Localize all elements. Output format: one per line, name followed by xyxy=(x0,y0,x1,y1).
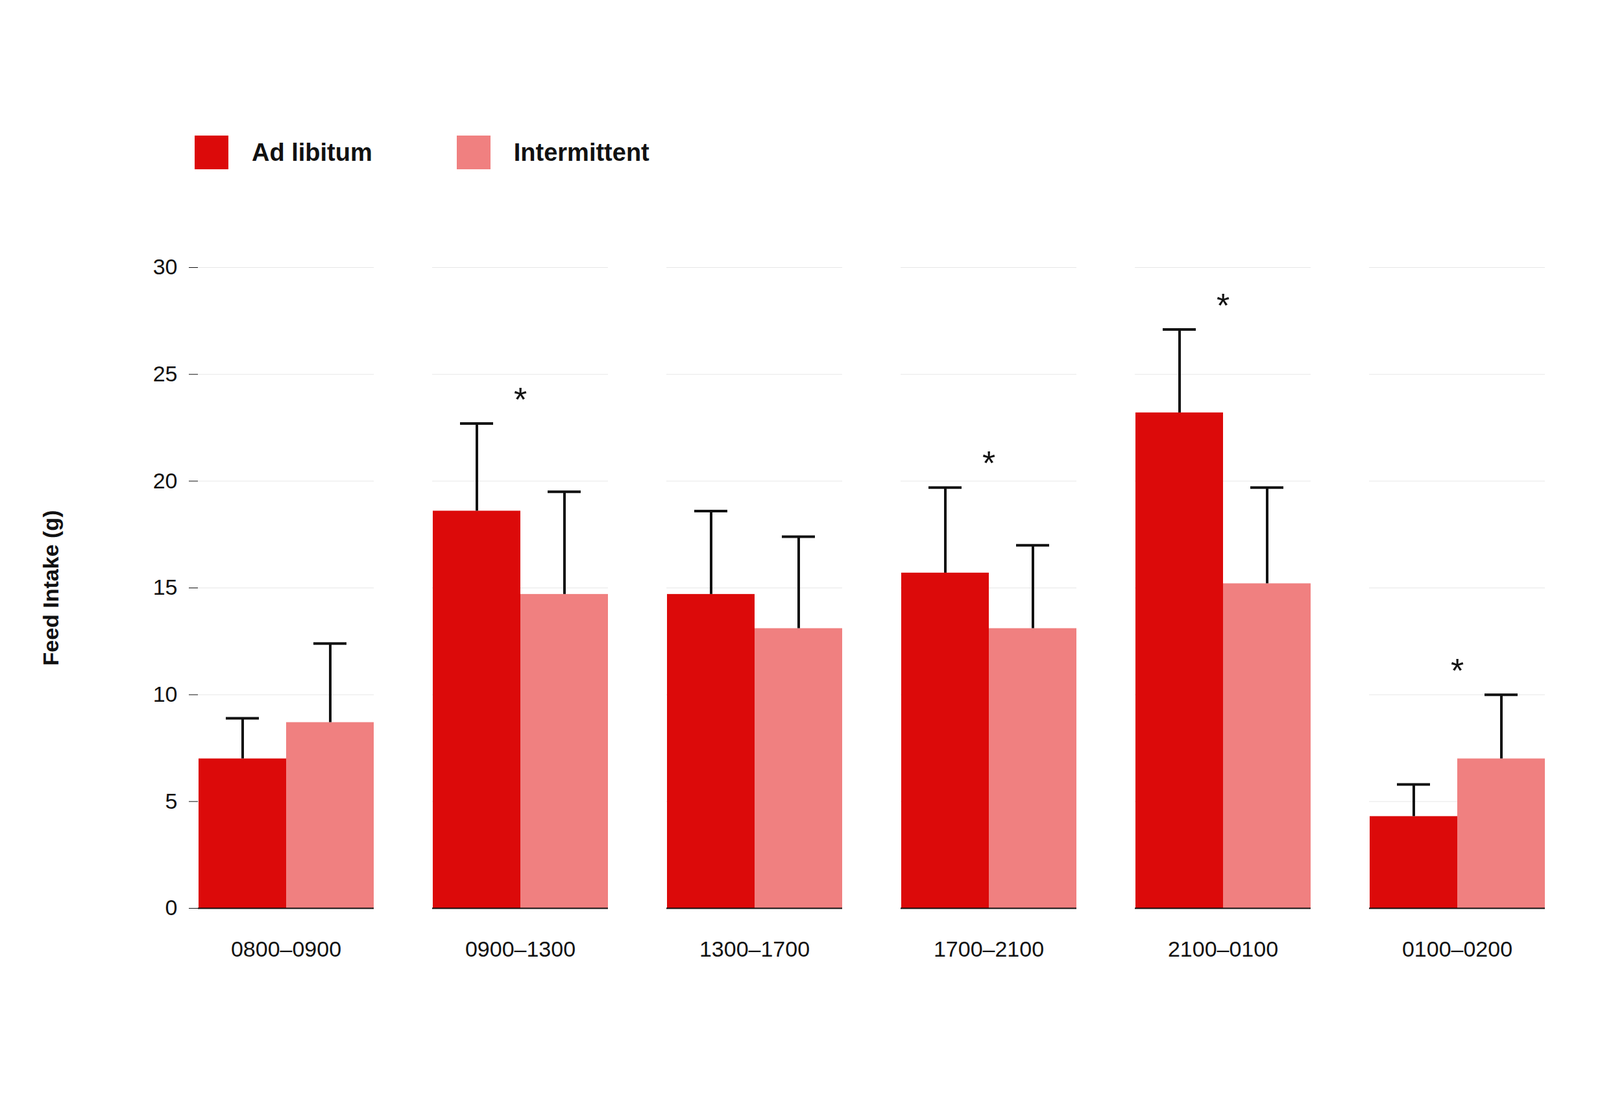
svg-text:*: * xyxy=(1450,652,1464,690)
svg-text:0800–0900: 0800–0900 xyxy=(230,936,342,962)
svg-text:*: * xyxy=(513,380,527,419)
svg-text:20: 20 xyxy=(153,468,178,494)
svg-text:5: 5 xyxy=(165,788,178,814)
svg-text:15: 15 xyxy=(153,574,178,600)
html-text:Intermittent: Intermittent xyxy=(513,138,650,166)
svg-text:10: 10 xyxy=(153,681,178,707)
svg-text:0900–1300: 0900–1300 xyxy=(465,936,576,962)
svg-text:Feed Intake (g): Feed Intake (g) xyxy=(38,510,63,667)
svg-text:2100–0100: 2100–0100 xyxy=(1167,936,1279,962)
svg-text:25: 25 xyxy=(153,361,178,387)
svg-text:30: 30 xyxy=(153,254,178,279)
svg-text:0: 0 xyxy=(165,895,178,921)
svg-text:1300–1700: 1300–1700 xyxy=(699,936,810,962)
svg-text:*: * xyxy=(1216,286,1230,325)
svg-text:1700–2100: 1700–2100 xyxy=(933,936,1044,962)
svg-text:*: * xyxy=(982,444,996,483)
html-text:Ad libitum: Ad libitum xyxy=(251,138,373,166)
svg-text:0100–0200: 0100–0200 xyxy=(1402,936,1513,962)
